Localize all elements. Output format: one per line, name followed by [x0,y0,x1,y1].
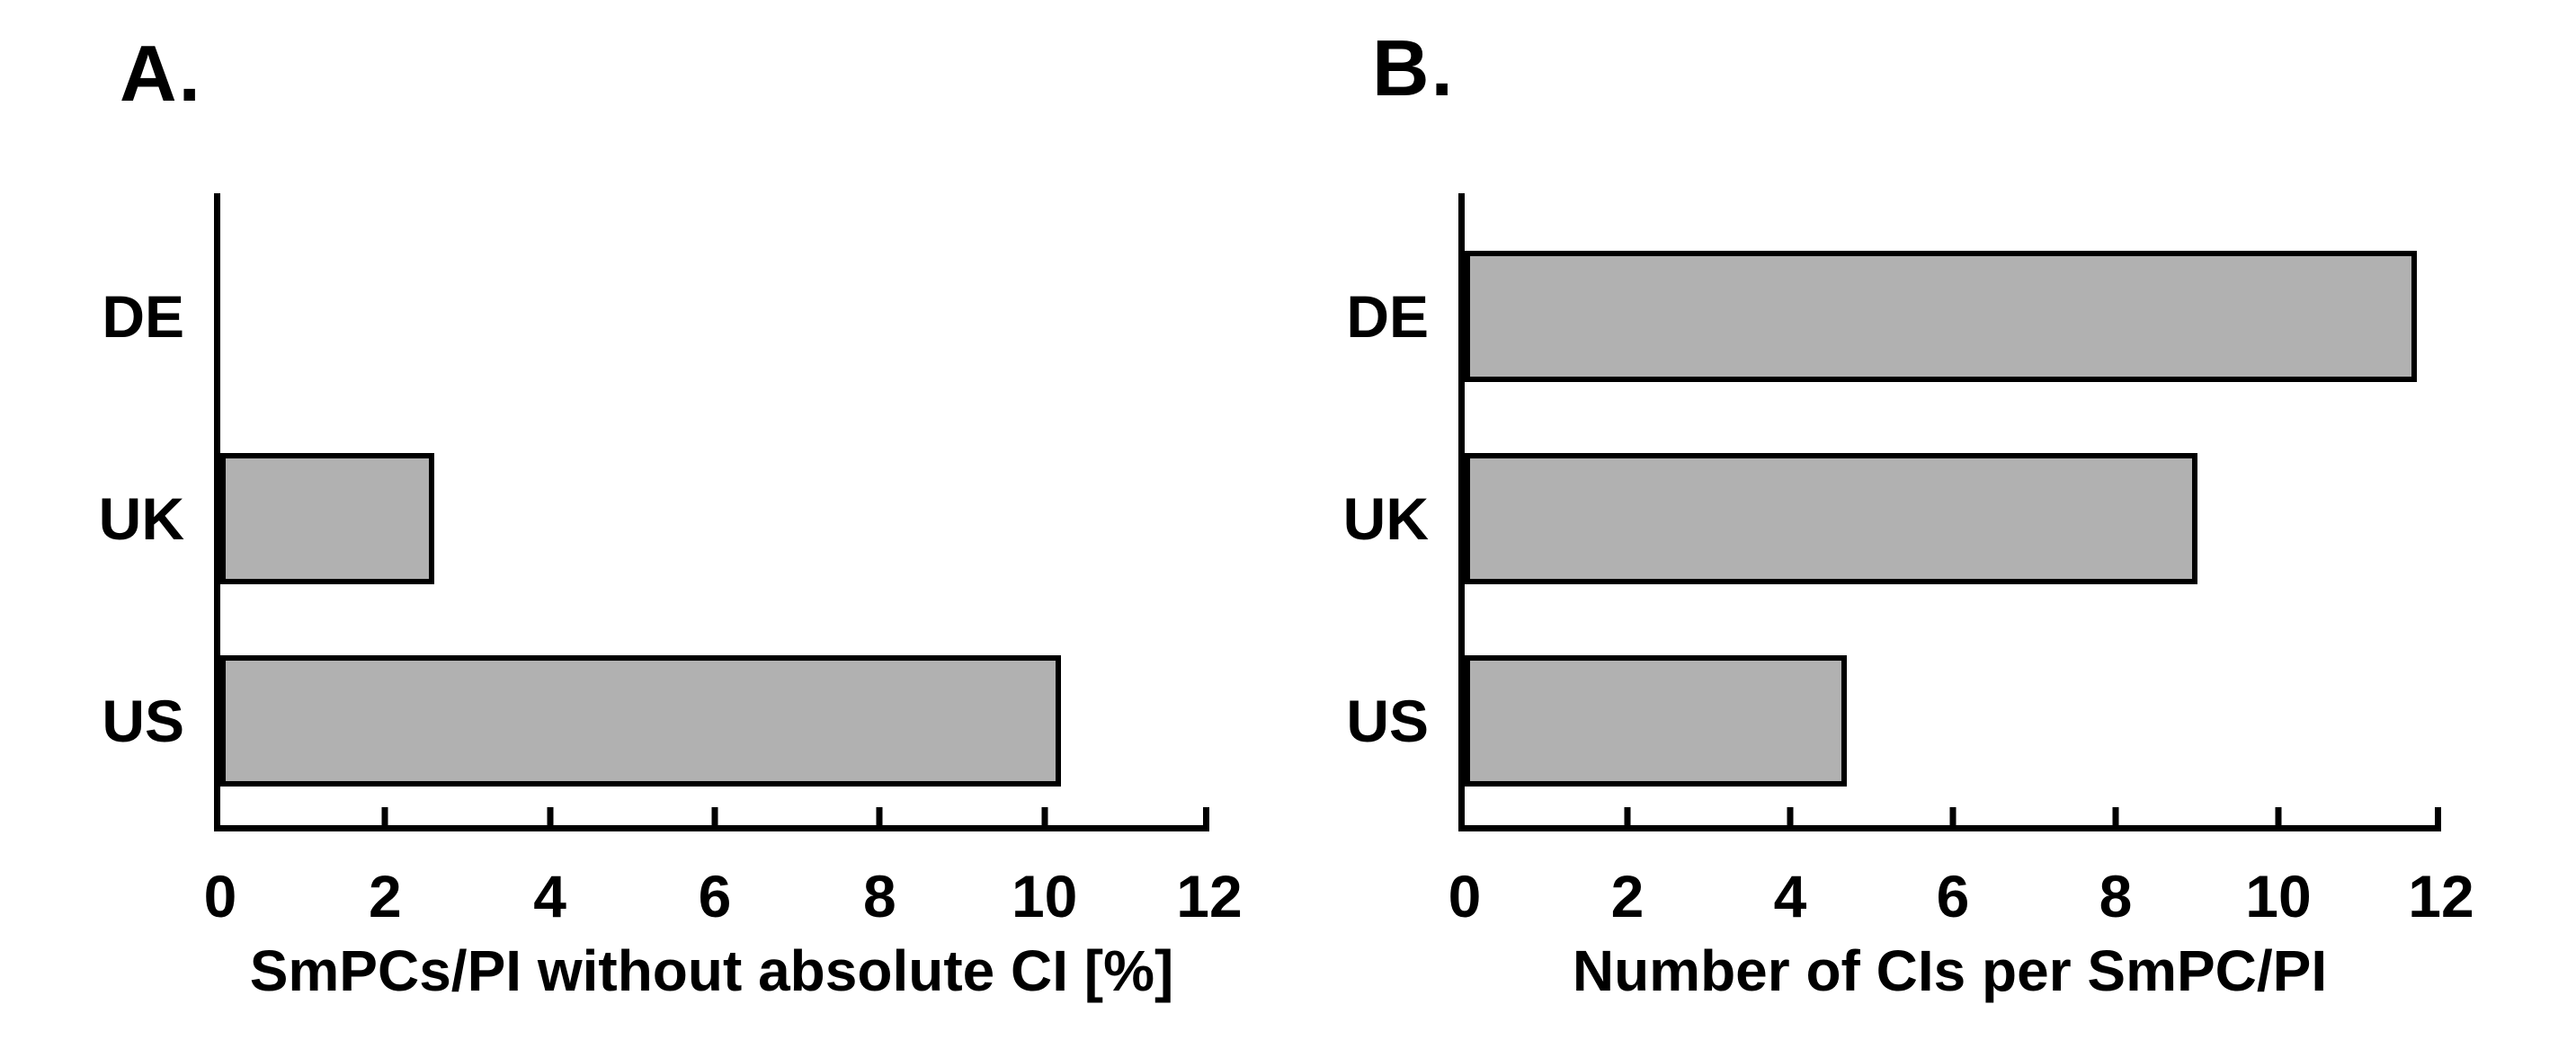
x-axis-tick-label-2: 2 [1610,863,1645,929]
category-label-de: DE [1346,283,1429,351]
plot-area-a: DE UK US [99,193,1209,831]
x-axis-tick-12 [1203,807,1209,825]
x-axis-tick-labels-b: 0 2 4 6 8 10 12 [1448,856,2474,937]
panel-b-letter: B. [1372,23,1455,112]
x-axis-tick-label-10: 10 [1011,863,1078,929]
bar-us [1465,655,1848,787]
bar-de [1465,251,2417,383]
x-axis-tick-10 [1041,807,1048,825]
x-axis-tick-4 [547,807,554,825]
x-axis-tick-label-8: 8 [862,863,896,929]
bar-uk [1465,453,2197,585]
x-axis-tick-label-4: 4 [533,863,567,929]
x-axis-title-b: Number of CIs per SmPC/PI [1572,938,2328,1003]
x-axis-tick-label-2: 2 [368,863,402,929]
x-axis-tick-10 [2275,807,2282,825]
x-axis-tick-label-8: 8 [2099,863,2133,929]
category-label-uk: UK [98,485,184,553]
panel-b: B. DE UK US 0 2 4 6 8 10 12 Number of CIs per Sm… [1286,0,2576,1040]
x-axis-tick-4 [1787,807,1794,825]
x-axis-title-a: SmPCs/PI without absolute CI [%] [249,938,1174,1003]
bar-uk [220,453,435,585]
x-axis-tick-labels-a: 0 2 4 6 8 10 12 [204,856,1243,937]
panel-a-letter: A. [120,29,202,118]
x-axis-tick-label-0: 0 [1448,863,1482,929]
plot-area-b: DE UK US [1343,193,2441,831]
x-axis-tick-label-6: 6 [1936,863,1970,929]
x-axis-tick-label-4: 4 [1773,863,1807,929]
category-label-us: US [1346,688,1429,754]
x-axis-tick-label-6: 6 [698,863,732,929]
category-label-de: DE [102,283,184,351]
category-label-us: US [102,688,184,754]
x-axis-tick-6 [1949,807,1957,825]
x-axis-tick-2 [1624,807,1631,825]
x-axis-tick-label-0: 0 [203,863,237,929]
x-axis-tick-label-12: 12 [2408,863,2474,929]
panel-a: A. DE UK US 0 2 4 6 8 10 12 SmPCs/PI without abs… [0,0,1286,1040]
x-axis-tick-2 [381,807,388,825]
x-axis-tick-12 [2435,807,2441,825]
x-axis-tick-6 [711,807,718,825]
bar-us [220,655,1061,787]
x-axis-tick-8 [876,807,883,825]
category-label-uk: UK [1342,485,1429,553]
x-axis-tick-label-12: 12 [1176,863,1243,929]
x-axis-tick-label-10: 10 [2245,863,2312,929]
x-axis-tick-8 [2112,807,2119,825]
